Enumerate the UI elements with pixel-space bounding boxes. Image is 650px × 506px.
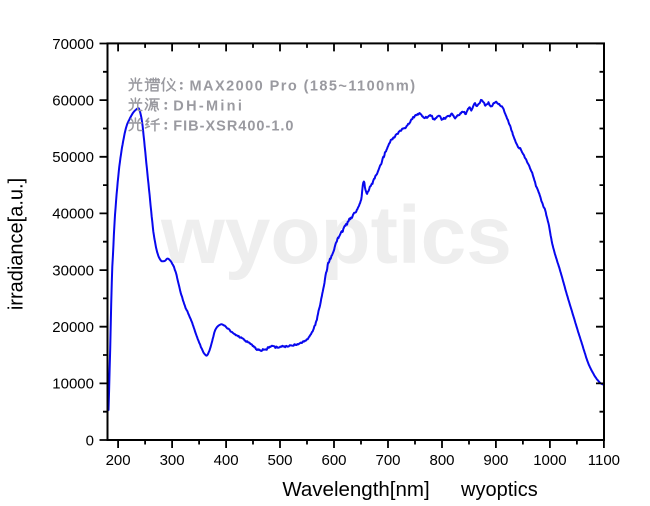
svg-text:1000: 1000 — [533, 452, 566, 469]
svg-text:1100: 1100 — [588, 452, 620, 469]
svg-text:Wavelength[nm]: Wavelength[nm] — [282, 478, 429, 501]
svg-text:600: 600 — [321, 452, 346, 469]
svg-text:50000: 50000 — [52, 149, 94, 166]
svg-text:DH-Mini: DH-Mini — [173, 99, 244, 115]
svg-text:300: 300 — [160, 452, 185, 469]
svg-text:20000: 20000 — [52, 319, 94, 336]
svg-text:0: 0 — [86, 432, 94, 449]
svg-text:40000: 40000 — [52, 206, 94, 223]
svg-text:MAX2000 Pro (185~1100nm): MAX2000 Pro (185~1100nm) — [190, 79, 417, 95]
svg-text:700: 700 — [375, 452, 400, 469]
svg-text:irradiance[a.u.]: irradiance[a.u.] — [6, 178, 28, 310]
svg-text:wyoptics: wyoptics — [460, 479, 538, 501]
svg-text:900: 900 — [483, 452, 508, 469]
svg-text:wyoptics: wyoptics — [160, 190, 512, 281]
svg-text:70000: 70000 — [52, 36, 94, 53]
svg-text:200: 200 — [106, 452, 131, 469]
svg-text:400: 400 — [214, 452, 239, 469]
svg-text:60000: 60000 — [52, 92, 94, 109]
svg-text:800: 800 — [429, 452, 454, 469]
svg-text:500: 500 — [267, 452, 292, 469]
svg-text:30000: 30000 — [52, 262, 94, 279]
svg-text:10000: 10000 — [52, 376, 94, 393]
svg-text:FIB-XSR400-1.0: FIB-XSR400-1.0 — [173, 119, 294, 135]
